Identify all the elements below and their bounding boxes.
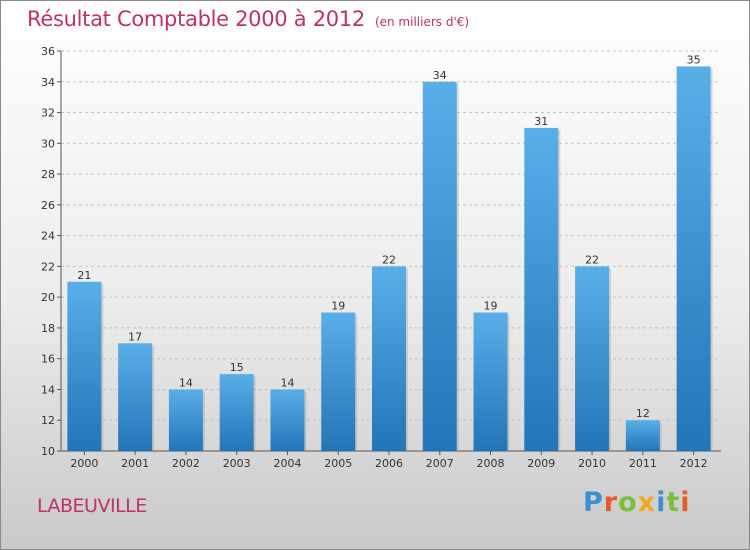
data-label-2002: 14 [179,376,193,389]
bar-2000 [67,281,102,451]
bar-2012 [676,66,711,451]
bar-2006 [372,266,406,451]
data-label-2010: 22 [585,253,599,266]
bar-2002 [168,389,203,451]
y-tick-label-34: 34 [41,76,55,89]
labels: 10 12 14 16 18 20 22 24 26 28 30 32 34 36 21 2000 17 2001… [41,45,708,470]
x-tick-label-2011: 2011 [629,457,657,470]
x-tick-label-2001: 2001 [121,457,149,470]
data-label-2001: 17 [128,330,142,343]
bars [67,66,713,452]
title-block: Résultat Comptable 2000 à 2012 (en millie… [27,7,469,31]
data-label-2008: 19 [484,300,498,313]
y-tick-label-26: 26 [41,199,55,212]
y-tick-label-24: 24 [41,230,55,243]
y-tick-label-16: 16 [41,353,55,366]
logo-letter-4: i [656,487,667,518]
proxiti-logo: Proxiti [583,487,691,518]
x-tick-label-2005: 2005 [324,457,352,470]
bar-2004 [270,389,305,451]
bar-2003 [219,374,254,451]
x-tick-label-2012: 2012 [680,457,708,470]
data-label-2003: 15 [230,361,244,374]
data-label-2011: 12 [636,407,650,420]
x-tick-label-2007: 2007 [426,457,454,470]
y-tick-label-22: 22 [41,260,55,273]
data-label-2012: 35 [687,53,701,66]
y-tick-label-36: 36 [41,45,55,58]
bar-2008 [473,312,508,451]
x-tick-label-2006: 2006 [375,457,403,470]
y-tick-label-10: 10 [41,445,55,458]
data-label-2006: 22 [382,253,396,266]
x-tick-label-2010: 2010 [578,457,606,470]
x-tick-label-2003: 2003 [223,457,251,470]
data-label-2004: 14 [280,376,294,389]
data-label-2000: 21 [77,269,91,282]
logo-letter-1: r [603,487,619,518]
bar-2005 [321,312,356,451]
data-label-2009: 31 [534,115,548,128]
y-tick-label-28: 28 [41,168,55,181]
x-tick-label-2004: 2004 [273,457,301,470]
logo-letter-6: i [680,487,691,518]
y-tick-label-14: 14 [41,383,55,396]
bar-2010 [575,266,610,451]
chart-title: Résultat Comptable 2000 à 2012 [27,7,365,31]
y-tick-label-18: 18 [41,322,55,335]
logo-letter-2: o [618,487,638,518]
y-tick-label-12: 12 [41,414,55,427]
bar-2011 [625,420,660,451]
bar-2009 [524,127,559,451]
chart-subtitle: (en milliers d'€) [374,15,470,29]
logo-letter-0: P [583,487,604,518]
logo-letter-3: x [637,487,657,518]
data-label-2007: 34 [433,69,447,82]
x-tick-label-2002: 2002 [172,457,200,470]
y-tick-label-20: 20 [41,291,55,304]
x-tick-label-2000: 2000 [70,457,98,470]
bar-2001 [118,343,153,451]
y-tick-label-32: 32 [41,107,55,120]
bar-2007 [422,81,457,452]
x-tick-label-2008: 2008 [477,457,505,470]
y-tick-label-30: 30 [41,137,55,150]
town-name: LABEUVILLE [37,495,147,517]
logo-letter-5: t [666,487,681,518]
data-label-2005: 19 [331,300,345,313]
x-tick-label-2009: 2009 [527,457,555,470]
